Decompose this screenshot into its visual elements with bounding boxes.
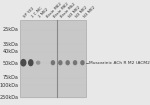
Ellipse shape — [28, 59, 34, 66]
Bar — [20, 20, 86, 97]
Text: 40kDa: 40kDa — [3, 49, 19, 54]
Text: 25kDa: 25kDa — [3, 27, 19, 32]
Text: 35kDa: 35kDa — [3, 42, 19, 47]
Text: Brain Mk2: Brain Mk2 — [60, 3, 77, 19]
Ellipse shape — [58, 60, 63, 65]
Text: N3 MK2: N3 MK2 — [75, 6, 88, 19]
Ellipse shape — [65, 60, 70, 65]
Ellipse shape — [36, 61, 40, 65]
Text: 50kDa: 50kDa — [3, 61, 19, 66]
Ellipse shape — [51, 60, 55, 65]
Ellipse shape — [73, 60, 77, 65]
Text: Muscarinic ACh R M2 (ACM2): Muscarinic ACh R M2 (ACM2) — [89, 61, 150, 65]
Ellipse shape — [80, 60, 85, 65]
Text: N3 MK2: N3 MK2 — [82, 6, 96, 19]
Text: Brain MK2: Brain MK2 — [53, 2, 70, 19]
Text: SP YE2: SP YE2 — [23, 7, 36, 19]
Text: 75kDa: 75kDa — [3, 75, 19, 80]
Text: 1 MK2: 1 MK2 — [38, 8, 50, 19]
Text: 100kDa: 100kDa — [0, 83, 19, 88]
Text: N3 MK2: N3 MK2 — [68, 6, 81, 19]
Text: Brain MK2: Brain MK2 — [46, 2, 62, 19]
Text: 250kDa: 250kDa — [0, 95, 19, 100]
Text: 1 C.MC: 1 C.MC — [31, 7, 43, 19]
Ellipse shape — [20, 59, 27, 67]
